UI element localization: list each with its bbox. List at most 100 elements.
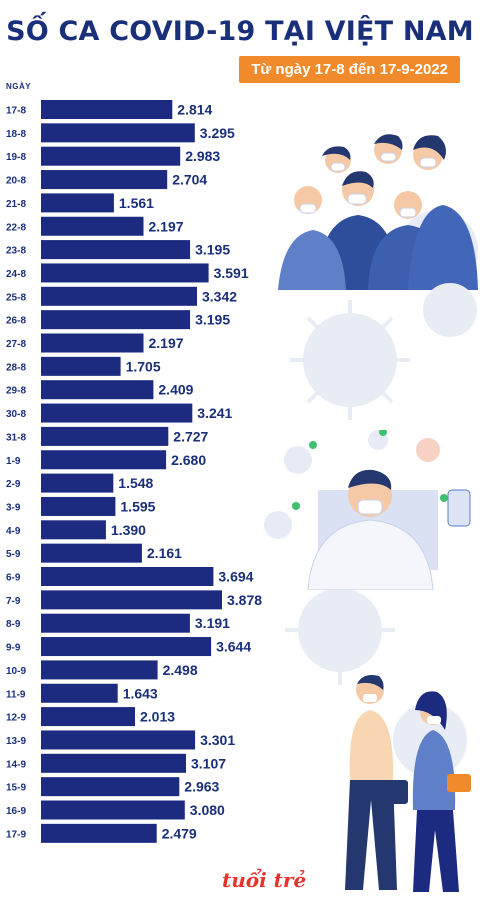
category-label: 12-9 (6, 713, 26, 724)
bar (41, 263, 209, 283)
bar (41, 473, 114, 493)
bar (41, 100, 173, 119)
value-label: 3.107 (191, 755, 226, 771)
category-label: 8-9 (6, 619, 21, 630)
bar (41, 450, 167, 470)
category-label: 5-9 (6, 549, 21, 560)
value-label: 1.390 (111, 522, 146, 538)
tuoi-tre-logo: tuổi trẻ (222, 868, 307, 892)
bar (41, 216, 144, 236)
value-label: 3.878 (227, 592, 262, 608)
value-label: 2.727 (173, 428, 208, 444)
bar (41, 333, 144, 353)
value-label: 1.561 (119, 195, 154, 211)
category-label: 20-8 (6, 176, 26, 187)
bar (41, 637, 212, 657)
value-label: 2.479 (162, 825, 197, 841)
bar (41, 193, 114, 213)
value-label: 2.983 (185, 148, 220, 164)
category-label: 17-9 (6, 829, 26, 840)
value-label: 2.814 (177, 102, 212, 118)
bar (41, 753, 186, 773)
bar (41, 310, 191, 330)
value-label: 1.643 (123, 685, 158, 701)
category-label: 15-9 (6, 783, 26, 794)
bar (41, 123, 195, 143)
value-label: 2.197 (149, 335, 184, 351)
value-label: 2.161 (147, 545, 182, 561)
bar (41, 543, 142, 563)
category-label: 13-9 (6, 736, 26, 747)
bar (41, 146, 181, 166)
category-label: 25-8 (6, 292, 26, 303)
value-label: 3.644 (216, 639, 251, 655)
bar (41, 660, 158, 680)
bar (41, 590, 222, 610)
bar (41, 426, 169, 446)
category-label: 9-9 (6, 643, 21, 654)
value-label: 2.704 (172, 172, 207, 188)
category-label: 30-8 (6, 409, 26, 420)
category-label: 10-9 (6, 666, 26, 677)
value-label: 2.498 (163, 662, 198, 678)
value-label: 2.013 (140, 709, 175, 725)
value-label: 3.295 (200, 125, 235, 141)
category-label: 16-9 (6, 806, 26, 817)
category-label: 6-9 (6, 573, 21, 584)
bar (41, 356, 121, 376)
crowd-illustration-icon (278, 134, 478, 290)
bar (41, 240, 191, 260)
bar (41, 683, 118, 703)
value-label: 3.195 (195, 242, 230, 258)
value-label: 2.409 (158, 382, 193, 398)
category-label: 22-8 (6, 222, 26, 233)
category-label: 7-9 (6, 596, 21, 607)
category-label: 17-8 (6, 106, 26, 117)
value-label: 3.195 (195, 312, 230, 328)
bar (41, 567, 214, 586)
value-label: 3.080 (190, 802, 225, 818)
value-label: 2.680 (171, 452, 206, 468)
value-label: 3.241 (197, 405, 232, 421)
bar (41, 777, 180, 797)
category-label: 11-9 (6, 689, 26, 700)
chart-title: SỐ CA COVID-19 TẠI VIỆT NAM (6, 16, 474, 47)
category-label: 4-9 (6, 526, 21, 537)
bar (41, 707, 135, 727)
category-label: 28-8 (6, 362, 26, 373)
category-label: 2-9 (6, 479, 21, 490)
bar (41, 380, 154, 400)
bar (41, 170, 168, 190)
value-label: 3.342 (202, 288, 237, 304)
doctor-illustration-icon (264, 430, 471, 590)
value-label: 1.595 (120, 498, 155, 514)
value-label: 3.301 (200, 732, 235, 748)
category-label: 21-8 (6, 199, 26, 210)
value-label: 2.963 (184, 779, 219, 795)
bar (41, 496, 116, 516)
category-label: 23-8 (6, 246, 26, 257)
category-label: 3-9 (6, 502, 21, 513)
value-label: 3.591 (214, 265, 249, 281)
value-label: 3.191 (195, 615, 230, 631)
category-label: 29-8 (6, 386, 26, 397)
value-label: 1.705 (126, 358, 161, 374)
category-label: 14-9 (6, 759, 26, 770)
bar (41, 800, 185, 820)
category-label: 24-8 (6, 269, 26, 280)
bar (41, 613, 190, 633)
bar (41, 520, 106, 540)
people-walking-illustration-icon (345, 675, 471, 892)
value-label: 1.548 (118, 475, 153, 491)
date-range-badge: Từ ngày 17-8 đến 17-9-2022 (239, 56, 460, 83)
value-label: 3.694 (218, 569, 253, 585)
day-axis-label: NGÀY (6, 82, 32, 91)
category-label: 19-8 (6, 152, 26, 163)
category-label: 27-8 (6, 339, 26, 350)
bar (41, 823, 157, 843)
category-label: 31-8 (6, 432, 26, 443)
bar (41, 730, 196, 750)
value-label: 2.197 (149, 218, 184, 234)
bar (41, 403, 193, 423)
